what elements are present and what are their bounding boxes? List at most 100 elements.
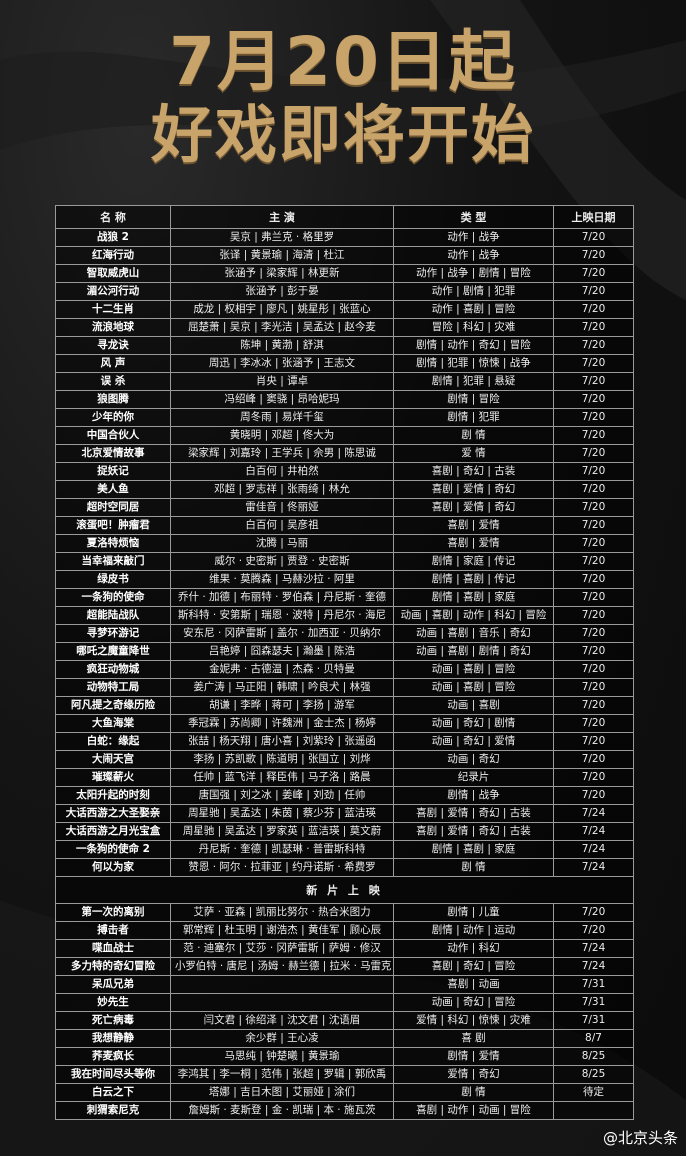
section-title: 新 片 上 映 bbox=[55, 876, 634, 904]
film-row: 十二生肖 成龙 | 权相宇 | 廖凡 | 姚星彤 | 张蓝心 动作 | 喜剧 | 冒… bbox=[55, 300, 634, 319]
genre-cell: 喜剧 | 动作 | 动画 | 冒险 bbox=[393, 1101, 554, 1120]
film-row: 荞麦疯长 马思纯 | 钟楚曦 | 黄景瑜 剧情 | 爱情 8/25 bbox=[55, 1047, 634, 1066]
genre-cell: 喜剧 | 爱情 bbox=[393, 534, 554, 553]
genre: 爱情 | 奇幻 bbox=[447, 1068, 500, 1080]
genre: 动画 | 喜剧 bbox=[447, 699, 500, 711]
actors-cell: 胡谦 | 李晔 | 蒋可 | 李扬 | 游军 bbox=[170, 696, 394, 715]
date: 7/20 bbox=[581, 717, 606, 729]
genre: 喜剧 | 爱情 bbox=[447, 519, 500, 531]
actors: 李扬 | 苏凯歌 | 陈道明 | 张国立 | 刘烨 bbox=[193, 753, 371, 765]
actors: 闫文君 | 徐绍泽 | 沈文君 | 沈语眉 bbox=[203, 1014, 361, 1026]
date: 7/20 bbox=[581, 231, 606, 243]
genre: 爱 情 bbox=[461, 447, 486, 459]
date-cell: 8/7 bbox=[553, 1029, 634, 1048]
genre-cell: 喜剧 | 爱情 | 奇幻 | 古装 bbox=[393, 804, 554, 823]
actors-cell: 马思纯 | 钟楚曦 | 黄景瑜 bbox=[170, 1047, 394, 1066]
date-cell: 7/20 bbox=[553, 903, 634, 922]
genre: 纪录片 bbox=[457, 771, 490, 783]
date: 8/7 bbox=[585, 1032, 602, 1044]
genre: 动作 | 科幻 bbox=[447, 942, 500, 954]
actors: 张涵予 | 彭于晏 bbox=[245, 285, 319, 297]
name: 呆瓜兄弟 bbox=[92, 978, 134, 990]
genre: 动画 | 喜剧 | 音乐 | 奇幻 bbox=[416, 627, 531, 639]
actors-cell: 邓超 | 罗志祥 | 张雨绮 | 林允 bbox=[170, 480, 394, 499]
date: 7/20 bbox=[581, 447, 606, 459]
watermark: @北京头条 bbox=[602, 1129, 678, 1147]
genre: 冒险 | 科幻 | 灾难 bbox=[431, 321, 516, 333]
genre: 动画 | 奇幻 | 剧情 bbox=[431, 717, 516, 729]
title-line-1: 7月20日起 bbox=[169, 23, 517, 100]
name: 超时空同居 bbox=[86, 501, 140, 513]
actors-cell: 周冬雨 | 易烊千玺 bbox=[170, 408, 394, 427]
date: 7/20 bbox=[581, 267, 606, 279]
date: 待定 bbox=[583, 1086, 604, 1098]
date-cell: 8/25 bbox=[553, 1047, 634, 1066]
genre: 喜剧 | 奇幻 | 古装 bbox=[431, 465, 516, 477]
genre-cell: 动画 | 奇幻 | 冒险 bbox=[393, 993, 554, 1012]
name: 白云之下 bbox=[92, 1086, 134, 1098]
date: 7/20 bbox=[581, 303, 606, 315]
genre-cell: 动作 | 战争 bbox=[393, 228, 554, 247]
film-row: 超能陆战队 斯科特 · 安第斯 | 瑞恩 · 波特 | 丹尼尔 · 海尼 动画 | … bbox=[55, 606, 634, 625]
name: 美人鱼 bbox=[97, 483, 129, 495]
genre-cell: 纪录片 bbox=[393, 768, 554, 787]
genre-cell: 喜剧 | 奇幻 | 古装 bbox=[393, 462, 554, 481]
genre-cell: 剧情 | 战争 bbox=[393, 786, 554, 805]
genre: 动作 | 剧情 | 犯罪 bbox=[431, 285, 516, 297]
date-cell: 7/20 bbox=[553, 336, 634, 355]
name-cell: 湄公河行动 bbox=[55, 282, 171, 301]
name: 第一次的离别 bbox=[81, 906, 145, 918]
date: 7/20 bbox=[581, 627, 606, 639]
film-row: 大话西游之大圣娶亲 周星驰 | 吴孟达 | 朱茵 | 蔡少芬 | 蓝洁瑛 喜剧 | … bbox=[55, 804, 634, 823]
name-cell: 滚蛋吧！肿瘤君 bbox=[55, 516, 171, 535]
name-cell: 多力特的奇幻冒险 bbox=[55, 957, 171, 976]
date-cell: 7/20 bbox=[553, 444, 634, 463]
actors: 黄晓明 | 邓超 | 佟大为 bbox=[229, 429, 335, 441]
name-cell: 当幸福来敲门 bbox=[55, 552, 171, 571]
date-cell: 7/20 bbox=[553, 318, 634, 337]
date-cell: 7/20 bbox=[553, 372, 634, 391]
column-header: 名 称 bbox=[55, 205, 171, 229]
name-cell: 大话西游之大圣娶亲 bbox=[55, 804, 171, 823]
actors: 金妮弗 · 古德温 | 杰森 · 贝特曼 bbox=[209, 663, 355, 675]
genre: 剧情 | 犯罪 | 悬疑 bbox=[431, 375, 516, 387]
film-row: 喋血战士 范 · 迪塞尔 | 艾莎 · 冈萨雷斯 | 萨姆 · 修汉 动作 | 科幻… bbox=[55, 939, 634, 958]
date-cell: 7/24 bbox=[553, 840, 634, 859]
section-row: 新 片 上 映 bbox=[55, 876, 634, 904]
name: 喋血战士 bbox=[92, 942, 134, 954]
name-cell: 荞麦疯长 bbox=[55, 1047, 171, 1066]
actors: 沈腾 | 马丽 bbox=[255, 537, 309, 549]
actors: 威尔 · 史密斯 | 贾登 · 史密斯 bbox=[214, 555, 350, 567]
actors-cell: 周迅 | 李冰冰 | 张涵予 | 王志文 bbox=[170, 354, 394, 373]
film-table: 名 称主 演类 型上映日期 战狼 2 吴京 | 弗兰克 · 格里罗 动作 | 战争 7… bbox=[55, 205, 634, 1120]
name: 红海行动 bbox=[92, 249, 134, 261]
name: 夏洛特烦恼 bbox=[86, 537, 140, 549]
film-row: 狼图腾 冯绍峰 | 窦骁 | 昂哈妮玛 剧情 | 冒险 7/20 bbox=[55, 390, 634, 409]
name: 北京爱情故事 bbox=[81, 447, 145, 459]
name: 一条狗的使命 bbox=[81, 591, 145, 603]
actors: 冯绍峰 | 窦骁 | 昂哈妮玛 bbox=[224, 393, 340, 405]
genre-cell: 剧情 | 犯罪 | 悬疑 bbox=[393, 372, 554, 391]
date-cell: 7/20 bbox=[553, 624, 634, 643]
name: 大话西游之月光宝盒 bbox=[65, 825, 161, 837]
name: 绿皮书 bbox=[97, 573, 129, 585]
date: 7/20 bbox=[581, 285, 606, 297]
date: 7/20 bbox=[581, 753, 606, 765]
actors: 安东尼 · 冈萨雷斯 | 盖尔 · 加西亚 · 贝纳尔 bbox=[183, 627, 381, 639]
film-row: 大话西游之月光宝盒 周星驰 | 吴孟达 | 罗家英 | 蓝洁瑛 | 莫文蔚 喜剧 |… bbox=[55, 822, 634, 841]
actors: 吴京 | 弗兰克 · 格里罗 bbox=[229, 231, 335, 243]
date-cell: 7/20 bbox=[553, 354, 634, 373]
actors: 赞恩 · 阿尔 · 拉菲亚 | 约丹诺斯 · 希费罗 bbox=[188, 861, 376, 873]
name: 何以为家 bbox=[92, 861, 134, 873]
name-cell: 动物特工局 bbox=[55, 678, 171, 697]
date-cell: 7/20 bbox=[553, 696, 634, 715]
genre-cell: 剧情 | 喜剧 | 家庭 bbox=[393, 588, 554, 607]
actors-cell: 吕艳婷 | 囧森瑟夫 | 瀚墨 | 陈浩 bbox=[170, 642, 394, 661]
actors: 梁家辉 | 刘嘉玲 | 王学兵 | 佘男 | 陈思诚 bbox=[188, 447, 376, 459]
film-row: 璀璨薪火 任帅 | 蓝飞洋 | 释臣伟 | 马子洛 | 路晨 纪录片 7/20 bbox=[55, 768, 634, 787]
genre-cell: 剧情 | 喜剧 | 家庭 bbox=[393, 840, 554, 859]
name: 滚蛋吧！肿瘤君 bbox=[76, 519, 150, 531]
date-cell: 7/20 bbox=[553, 462, 634, 481]
genre-cell: 剧情 | 犯罪 bbox=[393, 408, 554, 427]
actors-cell: 屈楚萧 | 吴京 | 李光洁 | 吴孟达 | 赵今麦 bbox=[170, 318, 394, 337]
